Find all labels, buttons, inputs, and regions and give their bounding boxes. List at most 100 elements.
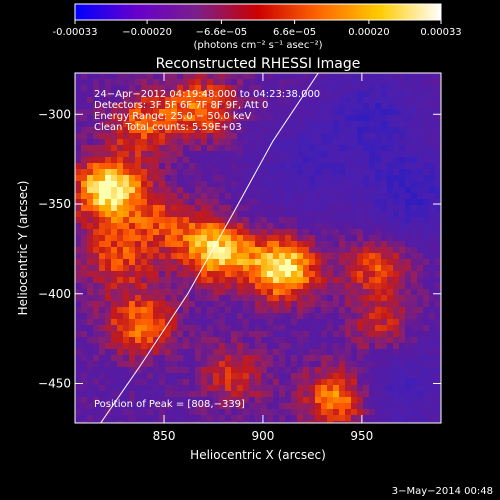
- heatmap-cell: [171, 163, 178, 170]
- heatmap-cell: [267, 391, 274, 398]
- heatmap-cell: [81, 325, 88, 332]
- heatmap-cell: [177, 295, 184, 302]
- heatmap-cell: [117, 121, 124, 128]
- heatmap-cell: [297, 391, 304, 398]
- heatmap-cell: [123, 253, 130, 260]
- heatmap-cell: [267, 409, 274, 416]
- heatmap-cell: [429, 379, 436, 386]
- heatmap-cell: [327, 355, 334, 362]
- heatmap-cell: [189, 157, 196, 164]
- heatmap-cell: [417, 91, 424, 98]
- heatmap-cell: [273, 343, 280, 350]
- heatmap-cell: [351, 253, 358, 260]
- heatmap-cell: [213, 409, 220, 416]
- heatmap-cell: [387, 325, 394, 332]
- heatmap-cell: [219, 91, 226, 98]
- heatmap-cell: [339, 223, 346, 230]
- heatmap-cell: [75, 127, 82, 134]
- heatmap-cell: [231, 127, 238, 134]
- heatmap-cell: [123, 409, 130, 416]
- heatmap-cell: [165, 391, 172, 398]
- heatmap-cell: [309, 313, 316, 320]
- heatmap-cell: [393, 139, 400, 146]
- heatmap-cell: [351, 247, 358, 254]
- heatmap-cell: [237, 139, 244, 146]
- heatmap-cell: [129, 319, 136, 326]
- heatmap-cell: [117, 109, 124, 116]
- heatmap-cell: [429, 409, 436, 416]
- heatmap-cell: [381, 79, 388, 86]
- heatmap-cell: [255, 91, 262, 98]
- heatmap-cell: [81, 397, 88, 404]
- heatmap-cell: [333, 169, 340, 176]
- heatmap-cell: [153, 403, 160, 410]
- heatmap-cell: [231, 307, 238, 314]
- heatmap-cell: [435, 79, 441, 86]
- heatmap-cell: [255, 403, 262, 410]
- heatmap-cell: [291, 367, 298, 374]
- heatmap-cell: [189, 181, 196, 188]
- heatmap-cell: [225, 151, 232, 158]
- heatmap-cell: [171, 193, 178, 200]
- heatmap-cell: [87, 223, 94, 230]
- heatmap-cell: [351, 373, 358, 380]
- heatmap-cell: [141, 295, 148, 302]
- heatmap-cell: [291, 391, 298, 398]
- heatmap-cell: [99, 403, 106, 410]
- heatmap-cell: [231, 85, 238, 92]
- heatmap-cell: [399, 295, 406, 302]
- heatmap-cell: [345, 373, 352, 380]
- heatmap-cell: [201, 343, 208, 350]
- heatmap-cell: [291, 409, 298, 416]
- heatmap-cell: [369, 367, 376, 374]
- heatmap-cell: [267, 79, 274, 86]
- heatmap-cell: [87, 133, 94, 140]
- heatmap-cell: [267, 313, 274, 320]
- heatmap-cell: [249, 415, 256, 422]
- heatmap-cell: [171, 139, 178, 146]
- heatmap-cell: [81, 181, 88, 188]
- heatmap-cell: [147, 373, 154, 380]
- heatmap-cell: [429, 343, 436, 350]
- heatmap-cell: [393, 235, 400, 242]
- heatmap-cell: [159, 181, 166, 188]
- heatmap-cell: [423, 343, 430, 350]
- heatmap-cell: [405, 199, 412, 206]
- heatmap-cell: [123, 181, 130, 188]
- heatmap-cell: [327, 307, 334, 314]
- heatmap-cell: [183, 259, 190, 266]
- heatmap-cell: [381, 187, 388, 194]
- heatmap-cell: [183, 229, 190, 236]
- heatmap-cell: [351, 139, 358, 146]
- heatmap-cell: [369, 121, 376, 128]
- heatmap-cell: [219, 145, 226, 152]
- heatmap-cell: [375, 205, 382, 212]
- heatmap-cell: [351, 127, 358, 134]
- heatmap-cell: [249, 205, 256, 212]
- heatmap-cell: [405, 331, 412, 338]
- heatmap-cell: [273, 91, 280, 98]
- heatmap-cell: [177, 97, 184, 104]
- heatmap-cell: [183, 373, 190, 380]
- heatmap-cell: [405, 319, 412, 326]
- heatmap-cell: [237, 319, 244, 326]
- heatmap-cell: [375, 271, 382, 278]
- heatmap-cell: [165, 127, 172, 134]
- heatmap-cell: [141, 421, 148, 423]
- heatmap-cell: [429, 205, 436, 212]
- heatmap-cell: [297, 181, 304, 188]
- heatmap-cell: [267, 109, 274, 116]
- heatmap-cell: [75, 73, 82, 80]
- heatmap-cell: [375, 319, 382, 326]
- heatmap-cell: [357, 313, 364, 320]
- heatmap-cell: [177, 181, 184, 188]
- heatmap-cell: [423, 271, 430, 278]
- heatmap-cell: [117, 313, 124, 320]
- heatmap-cell: [297, 295, 304, 302]
- heatmap-cell: [315, 145, 322, 152]
- heatmap-cell: [387, 295, 394, 302]
- heatmap-cell: [105, 421, 112, 423]
- heatmap-cell: [105, 163, 112, 170]
- heatmap-cell: [213, 283, 220, 290]
- heatmap-cell: [429, 151, 436, 158]
